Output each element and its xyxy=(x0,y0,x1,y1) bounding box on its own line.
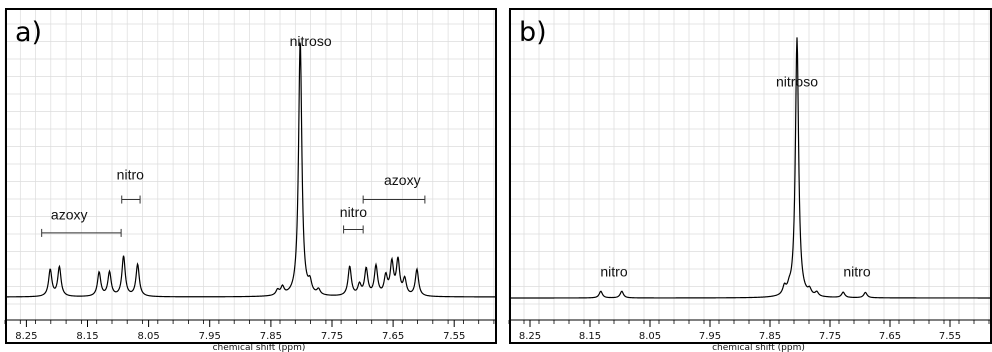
panel-label: b) xyxy=(519,17,547,48)
x-tick-label: 7.65 xyxy=(382,331,404,342)
peak-annotation: nitroso xyxy=(776,73,818,89)
x-tick-label: 7.65 xyxy=(879,331,901,342)
peak-annotation: nitro xyxy=(340,204,367,220)
x-tick-label: 8.25 xyxy=(15,331,37,342)
peak-annotation: azoxy xyxy=(51,207,88,223)
x-tick-label: 7.95 xyxy=(199,331,221,342)
x-axis: 8.25 8.15 8.05 7.95 7.85 7.75 7.65 7.55 chemical… xyxy=(4,319,497,352)
x-axis: 8.25 8.15 8.05 7.95 7.85 7.75 7.65 7.55 chemical… xyxy=(508,319,992,352)
annotation-bracket xyxy=(362,195,426,204)
x-tick-label: 8.15 xyxy=(76,331,98,342)
x-tick-label: 8.05 xyxy=(639,331,661,342)
panel-frame xyxy=(509,8,992,344)
grid xyxy=(508,10,992,320)
peak-annotation: nitroso xyxy=(290,33,332,49)
annotation-bracket xyxy=(121,195,141,204)
x-tick-label: 7.85 xyxy=(260,331,282,342)
x-tick-label: 7.75 xyxy=(321,331,343,342)
grid xyxy=(4,10,497,320)
x-axis-title: chemical shift (ppm) xyxy=(712,343,805,352)
x-tick-label: 8.15 xyxy=(579,331,601,342)
peak-point xyxy=(788,291,791,294)
x-tick-label: 8.05 xyxy=(137,331,159,342)
panel-a: 8.25 8.15 8.05 7.95 7.85 7.75 7.65 7.55 chemical… xyxy=(4,8,497,352)
x-tick-label: 7.85 xyxy=(759,331,781,342)
peak-annotation: nitro xyxy=(600,264,627,280)
panel-label: a) xyxy=(15,17,42,48)
spectrum-line xyxy=(509,37,992,299)
x-axis-title: chemical shift (ppm) xyxy=(213,343,306,352)
peak-point xyxy=(783,289,786,292)
spectrum-line xyxy=(4,42,497,298)
annotation-bracket xyxy=(41,228,122,237)
peak-point xyxy=(808,291,811,294)
peak-annotation: azoxy xyxy=(384,172,421,188)
panel-frame xyxy=(5,8,497,344)
x-tick-label: 7.55 xyxy=(939,331,961,342)
peak-annotation: nitro xyxy=(117,167,144,183)
annotation-bracket xyxy=(343,225,364,234)
x-tick-label: 7.95 xyxy=(699,331,721,342)
peak-annotation: nitro xyxy=(843,264,870,280)
x-tick-label: 7.55 xyxy=(443,331,465,342)
x-tick-label: 8.25 xyxy=(519,331,541,342)
x-tick-label: 7.75 xyxy=(819,331,841,342)
panel-b: 8.25 8.15 8.05 7.95 7.85 7.75 7.65 7.55 chemical… xyxy=(508,8,992,352)
